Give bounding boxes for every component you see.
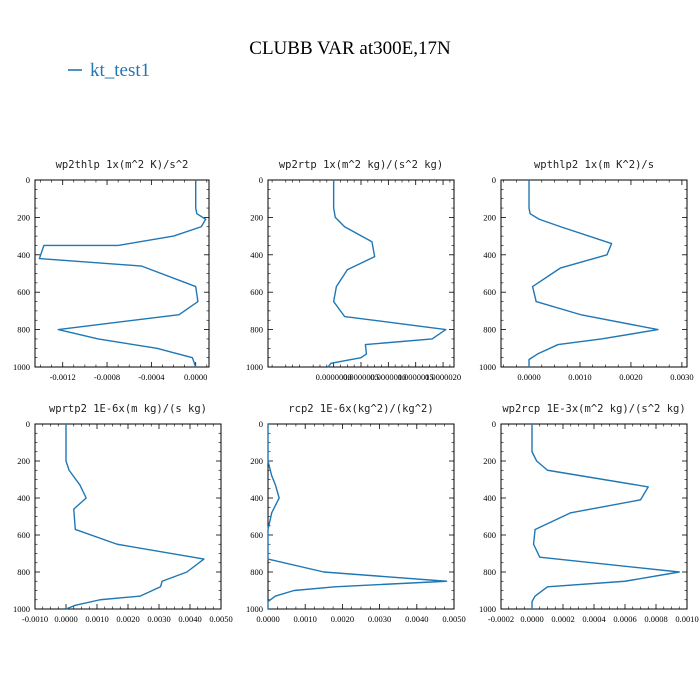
x-tick-label: 0.0020: [331, 614, 354, 624]
y-tick-label: 200: [17, 212, 30, 222]
x-tick-label: 0.0000005: [343, 372, 379, 382]
y-tick-label: 200: [483, 212, 496, 222]
series-line-kt_test1: [65, 424, 205, 610]
y-tick-label: 0: [492, 419, 496, 429]
legend-label: kt_test1: [90, 60, 150, 81]
y-tick-label: 200: [483, 456, 496, 466]
y-tick-label: 800: [17, 567, 30, 577]
y-tick-label: 400: [250, 250, 263, 260]
panel-title: wp2rcp 1E-3x(m^2 kg)/(s^2 kg): [502, 403, 685, 415]
y-tick-label: 800: [483, 325, 496, 335]
x-tick-label: -0.0002: [488, 614, 514, 624]
panel-title: wprtp2 1E-6x(m kg)/(s kg): [49, 403, 207, 415]
panel-title: wp2thlp 1x(m^2 K)/s^2: [56, 159, 189, 171]
y-tick-label: 600: [483, 287, 496, 297]
panel-title: wp2rtp 1x(m^2 kg)/(s^2 kg): [279, 159, 443, 171]
y-tick-label: 600: [250, 287, 263, 297]
chart-panel: wp2rcp 1E-3x(m^2 kg)/(s^2 kg) 0 200 400 600 8…: [479, 403, 699, 624]
panels-group: wp2thlp 1x(m^2 K)/s^202004006008001000-0…: [13, 159, 699, 624]
panel-title: rcp2 1E-6x(kg^2)/(kg^2): [288, 403, 433, 415]
plot-frame: [34, 423, 222, 610]
x-tick-label: 0.0000010: [370, 372, 406, 382]
y-tick-label: 400: [483, 493, 496, 503]
chart-panel: wpthlp2 1x(m K^2)/s 0 200 400 600 800 1000 0.00…: [479, 159, 694, 382]
y-tick-label: 1000: [246, 362, 263, 372]
y-tick-label: 600: [250, 530, 263, 540]
y-tick-label: 1000: [246, 604, 263, 614]
chart-panel: wprtp2 1E-6x(m kg)/(s kg) 0 200 400 600 800 10…: [13, 403, 233, 624]
x-tick-label: 0.0010: [675, 614, 698, 624]
y-tick-label: 200: [250, 212, 263, 222]
x-tick-label: 0.0002: [551, 614, 574, 624]
y-tick-label: 400: [17, 493, 30, 503]
plot-frame: [500, 423, 688, 610]
x-tick-label: 0.0004: [582, 614, 606, 624]
chart-panel: wp2rtp 1x(m^2 kg)/(s^2 kg) 0 200 400 600 800 1…: [246, 159, 461, 382]
figure-title: CLUBB VAR at300E,17N: [249, 38, 451, 59]
y-tick-label: 800: [250, 325, 263, 335]
x-tick-label: 0.0020: [116, 614, 139, 624]
x-tick-label: 0.0010: [85, 614, 108, 624]
plot-frame: [34, 179, 210, 368]
panel-title: wpthlp2 1x(m K^2)/s: [534, 159, 654, 171]
y-tick-label: 400: [250, 493, 263, 503]
x-tick-label: 0.0000015: [398, 372, 434, 382]
x-tick-label: 0.0040: [178, 614, 201, 624]
x-tick-label: 0.0000: [256, 614, 279, 624]
x-tick-label: -0.0004: [138, 372, 165, 382]
x-tick-label: -0.0008: [94, 372, 120, 382]
x-tick-label: 0.0010: [294, 614, 317, 624]
y-tick-label: 400: [17, 250, 30, 260]
x-tick-label: 0.0040: [405, 614, 428, 624]
y-tick-label: 600: [17, 287, 30, 297]
chart-panel: rcp2 1E-6x(kg^2)/(kg^2) 0 200 400 600 800 1000…: [246, 403, 466, 624]
series-line-kt_test1: [528, 180, 659, 367]
series-line-kt_test1: [531, 424, 680, 609]
y-tick-label: 0: [259, 419, 263, 429]
x-tick-label: 0.0000: [54, 614, 77, 624]
x-tick-label: 0.0050: [442, 614, 465, 624]
x-tick-label: 0.0000000: [316, 372, 352, 382]
y-tick-label: 600: [17, 530, 30, 540]
y-tick-label: 400: [483, 250, 496, 260]
y-tick-label: 200: [17, 456, 30, 466]
x-tick-label: 0.0000020: [425, 372, 461, 382]
y-tick-label: 1000: [479, 604, 496, 614]
x-tick-label: 0.0050: [209, 614, 232, 624]
x-tick-label: 0.0030: [670, 372, 693, 382]
y-tick-label: 800: [17, 325, 30, 335]
x-tick-label: 0.0006: [613, 614, 636, 624]
x-tick-label: 0.0030: [368, 614, 391, 624]
x-tick-label: 0.0000: [520, 614, 543, 624]
x-tick-label: -0.0010: [22, 614, 48, 624]
plot-frame: [267, 423, 455, 610]
x-tick-label: 0.0000: [517, 372, 540, 382]
y-tick-label: 0: [259, 175, 263, 185]
y-tick-label: 800: [483, 567, 496, 577]
x-tick-label: -0.0012: [50, 372, 76, 382]
y-tick-label: 0: [492, 175, 496, 185]
series-line-kt_test1: [38, 180, 207, 368]
y-tick-label: 0: [26, 419, 30, 429]
y-tick-label: 800: [250, 567, 263, 577]
series-line-kt_test1: [327, 180, 447, 368]
y-tick-label: 1000: [479, 362, 496, 372]
y-tick-label: 1000: [13, 604, 30, 614]
chart-panel: wp2thlp 1x(m^2 K)/s^2 0 200 400 600 800 1000 -0…: [13, 159, 210, 382]
x-tick-label: 0.0010: [568, 372, 591, 382]
x-tick-label: 0.0000: [184, 372, 207, 382]
x-tick-label: 0.0008: [644, 614, 667, 624]
series-line-kt_test1: [267, 424, 448, 609]
y-tick-label: 0: [26, 175, 30, 185]
x-tick-label: 0.0020: [619, 372, 642, 382]
x-tick-label: 0.0030: [147, 614, 170, 624]
y-tick-label: 600: [483, 530, 496, 540]
y-tick-label: 200: [250, 456, 263, 466]
y-tick-label: 1000: [13, 362, 30, 372]
